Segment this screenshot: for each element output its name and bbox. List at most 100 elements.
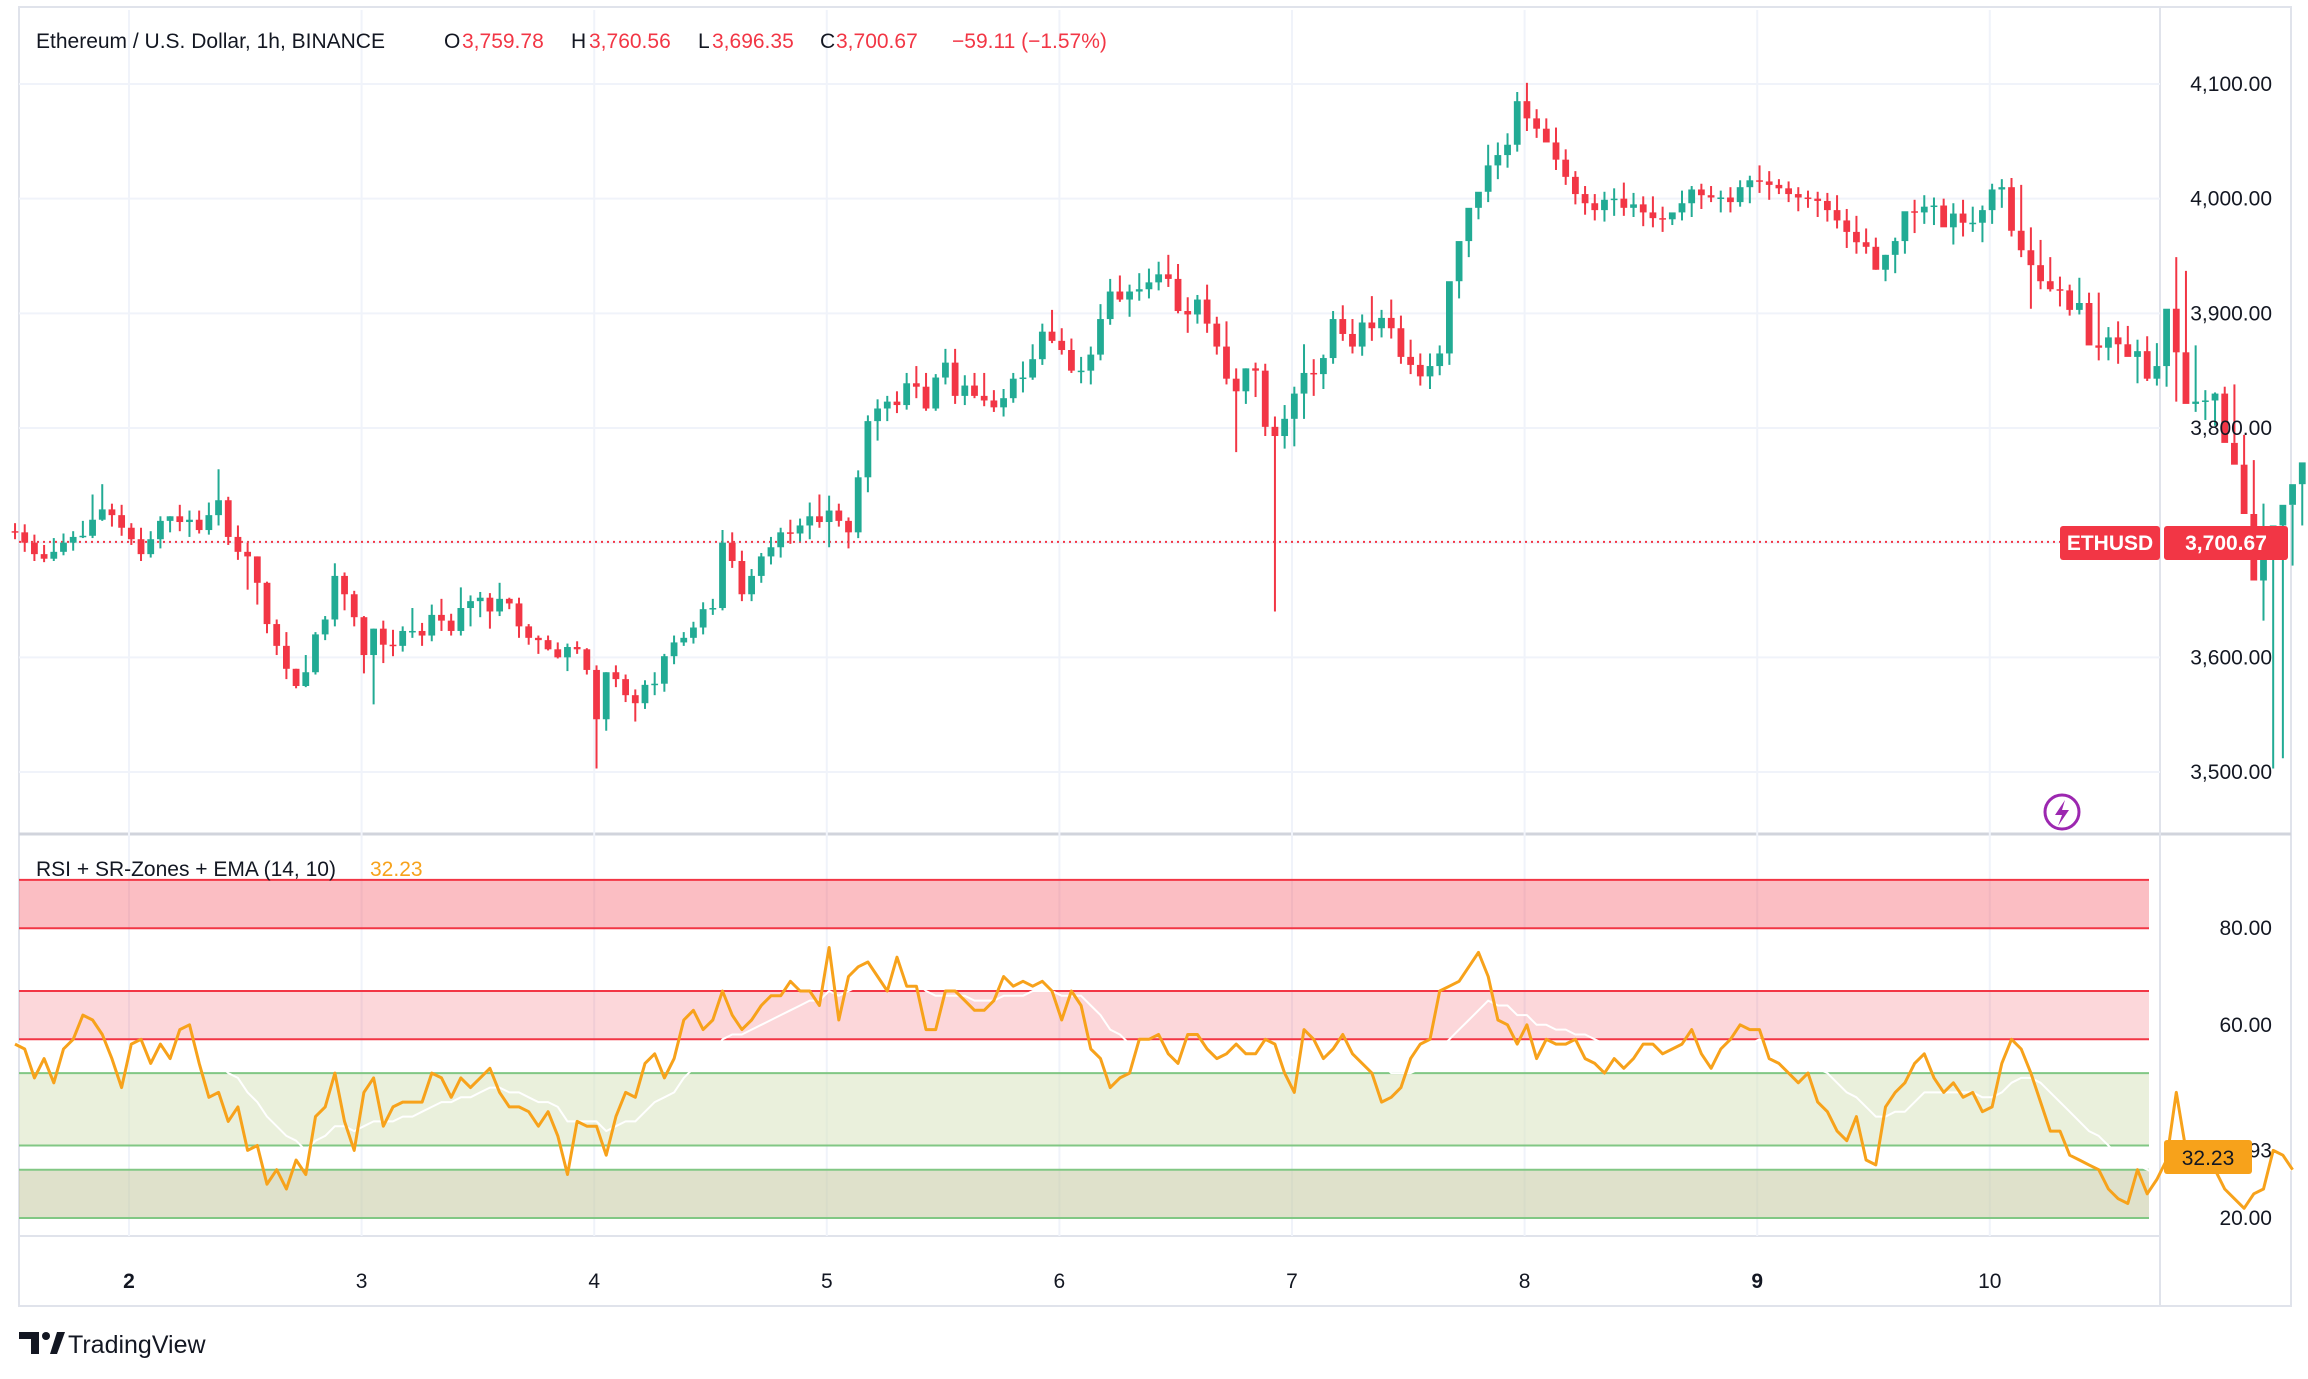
candle-body xyxy=(1000,398,1007,408)
candle-body xyxy=(273,624,281,646)
legend-symbol[interactable]: Ethereum / U.S. Dollar, 1h, BINANCE xyxy=(36,30,385,53)
candle-body xyxy=(137,539,145,555)
candle-body xyxy=(176,516,184,523)
candle-body xyxy=(1029,359,1037,378)
tradingview-logo-icon[interactable] xyxy=(19,1332,65,1354)
candle-body xyxy=(1901,211,1909,242)
candle-body xyxy=(370,628,378,656)
candle-body xyxy=(2008,187,2015,231)
candle-body xyxy=(1455,241,1463,282)
candle-body xyxy=(612,672,620,680)
candle-body xyxy=(748,575,755,595)
candle-body xyxy=(835,510,843,521)
candle-body xyxy=(1949,213,1957,228)
candle-body xyxy=(1814,198,1822,201)
candle-body xyxy=(253,556,261,583)
candle-body xyxy=(127,527,135,540)
indicator-value: 32.23 xyxy=(370,858,423,881)
candle-body xyxy=(195,519,203,531)
candle-body xyxy=(2105,337,2112,348)
candle-body xyxy=(564,647,571,658)
candle-body xyxy=(757,556,765,576)
candle-body xyxy=(534,637,542,641)
candle-body xyxy=(1639,204,1647,213)
candle-body xyxy=(321,619,329,635)
candle-body xyxy=(389,644,397,647)
candle-body xyxy=(2211,393,2219,401)
candle-body xyxy=(457,608,465,631)
candle-body xyxy=(1271,426,1279,437)
indicator-name[interactable]: RSI + SR-Zones + EMA (14, 10) xyxy=(36,858,336,881)
legend-close-value: 3,700.67 xyxy=(836,30,918,53)
candle-body xyxy=(1717,197,1725,200)
candle-body xyxy=(1523,101,1531,119)
rsi-lines xyxy=(14,946,2294,1210)
candle-body xyxy=(486,597,494,612)
candle-body xyxy=(1155,274,1163,283)
candle-body xyxy=(1184,311,1192,315)
symbol-tag-text: ETHUSD xyxy=(2067,532,2153,555)
candle-body xyxy=(1504,144,1511,156)
rsi-value-tag-text: 32.23 xyxy=(2182,1147,2235,1170)
candle-body xyxy=(1048,331,1056,341)
candle-body xyxy=(302,672,310,686)
rsi-zone xyxy=(19,879,2149,929)
candle-body xyxy=(922,386,930,409)
candle-body xyxy=(360,617,368,656)
candle-body xyxy=(2114,337,2122,345)
candle-body xyxy=(1911,211,1918,213)
candle-body xyxy=(399,630,407,646)
candle-body xyxy=(2163,308,2170,367)
candle-body xyxy=(2017,230,2025,251)
x-tick-label: 9 xyxy=(1751,1270,1763,1293)
candle-body xyxy=(1106,291,1114,320)
candle-body xyxy=(1959,213,1967,223)
price-tick-label: 4,000.00 xyxy=(2190,188,2272,211)
candle-body xyxy=(40,554,48,559)
legend-low-value: 3,696.35 xyxy=(712,30,794,53)
candle-body xyxy=(2231,442,2238,465)
candle-body xyxy=(292,668,300,686)
candle-body xyxy=(1339,319,1347,334)
candle-body xyxy=(1416,364,1424,377)
candle-body xyxy=(89,519,96,536)
candle-body xyxy=(215,500,222,516)
candle-body xyxy=(1882,254,1889,270)
candle-body xyxy=(690,627,697,638)
candle-body xyxy=(1475,191,1482,208)
candle-body xyxy=(157,520,164,540)
candle-body xyxy=(1407,356,1415,365)
candle-body xyxy=(447,620,455,631)
candles xyxy=(11,82,2306,769)
candle-body xyxy=(738,561,746,595)
rsi-zone xyxy=(19,1169,2149,1218)
candle-body xyxy=(932,377,940,409)
candle-body xyxy=(912,383,920,387)
candle-body xyxy=(1736,187,1744,203)
legend-low-label: L xyxy=(698,30,710,53)
candle-body xyxy=(2240,464,2248,514)
candle-body xyxy=(1164,274,1172,279)
lightning-icon[interactable] xyxy=(2043,793,2081,831)
legend-high-label: H xyxy=(571,30,586,53)
candle-body xyxy=(1833,210,1841,221)
candle-body xyxy=(147,539,155,555)
candle-body xyxy=(1145,282,1153,290)
candle-body xyxy=(641,684,649,704)
candle-body xyxy=(1494,155,1502,166)
candle-body xyxy=(2046,281,2054,290)
candle-body xyxy=(845,520,852,533)
candle-body xyxy=(79,535,87,538)
candle-body xyxy=(699,609,707,628)
candle-body xyxy=(854,477,862,533)
candle-body xyxy=(1552,142,1560,160)
candle-body xyxy=(2134,351,2141,357)
candle-body xyxy=(1077,370,1085,373)
candle-body xyxy=(1707,195,1715,198)
candle-body xyxy=(2153,366,2161,379)
candle-body xyxy=(467,601,474,609)
candle-body xyxy=(2095,345,2103,348)
candle-body xyxy=(1513,101,1521,145)
candle-body xyxy=(2279,504,2287,526)
